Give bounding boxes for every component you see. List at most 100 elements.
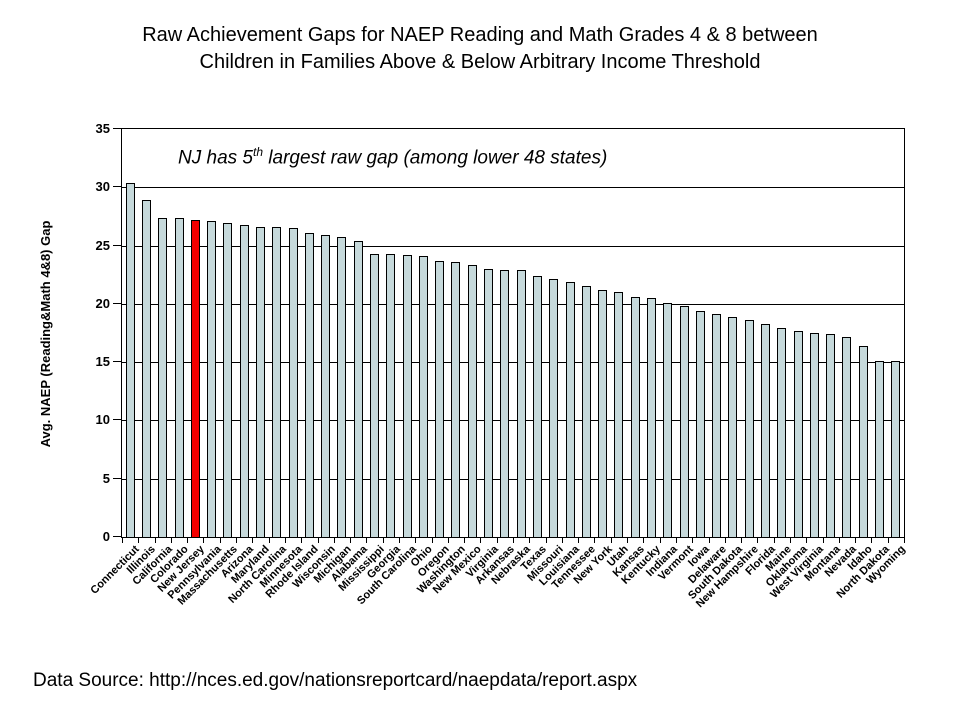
x-axis-tick [284, 538, 286, 543]
bar-new-mexico [467, 265, 477, 537]
x-axis-tick [887, 538, 889, 543]
x-axis-tick [529, 538, 531, 543]
x-axis-tick [252, 538, 254, 543]
x-axis-tick [398, 538, 400, 543]
bar-mississippi [370, 253, 380, 537]
x-axis-tick [447, 538, 449, 543]
y-axis-tick-label-10: 10 [95, 412, 110, 428]
x-axis-tick [610, 538, 612, 543]
x-axis-tick [578, 538, 580, 543]
x-axis-tick [382, 538, 384, 543]
bar-new-jersey [190, 219, 200, 537]
chart-title: Raw Achievement Gaps for NAEP Reading an… [0, 22, 960, 76]
bar-indiana [663, 302, 673, 537]
y-axis-tick-label-5: 5 [102, 470, 110, 486]
x-axis-tick [627, 538, 629, 543]
bar-kansas [630, 296, 640, 537]
x-axis-tick [138, 538, 140, 543]
bar-connecticut [125, 182, 135, 537]
bar-illinois [141, 200, 151, 537]
x-axis-tick [154, 538, 156, 543]
x-axis-tick [594, 538, 596, 543]
bar-louisiana [565, 281, 575, 537]
bar-south-dakota [728, 316, 738, 537]
y-axis-tick-label-0: 0 [102, 529, 110, 544]
bar-oregon [435, 260, 445, 537]
bar-nevada [842, 336, 852, 537]
bar-maryland [255, 226, 265, 537]
y-axis-tick-label-35: 35 [95, 121, 110, 136]
x-axis-tick [317, 538, 319, 543]
chart-title-line1: Raw Achievement Gaps for NAEP Reading an… [142, 24, 818, 46]
bar-texas [532, 275, 542, 537]
y-axis-tick [113, 302, 121, 304]
y-axis-tick [113, 536, 121, 537]
bar-vermont [679, 306, 689, 537]
y-axis-tick [113, 186, 121, 188]
y-axis-tick-label-25: 25 [95, 237, 110, 253]
gridline-10 [122, 420, 904, 422]
gridline-30 [122, 187, 904, 189]
bar-nebraska [516, 270, 526, 537]
bar-utah [614, 292, 624, 537]
bar-delaware [712, 314, 722, 537]
x-axis-tick [268, 538, 270, 543]
y-axis-tick [113, 477, 121, 479]
bar-massachusetts [223, 223, 233, 537]
y-axis-tick-label-30: 30 [95, 179, 110, 195]
bar-wyoming [891, 360, 901, 537]
x-axis-tick [513, 538, 514, 543]
bar-colorado [174, 217, 184, 537]
x-axis-tick [219, 538, 221, 543]
x-axis-tick [741, 538, 743, 543]
x-axis-tick [692, 538, 694, 543]
bar-missouri [549, 279, 559, 537]
nj-annotation-suffix: largest raw gap (among lower 48 states) [263, 147, 608, 169]
y-axis-tick [113, 419, 121, 421]
bar-arizona [239, 224, 249, 537]
bar-north-carolina [272, 226, 282, 537]
gridline-25 [122, 245, 904, 247]
x-axis-tick [122, 538, 123, 543]
nj-annotation-superscript: th [252, 145, 263, 159]
bar-rhode-island [304, 232, 314, 537]
y-axis-title: Avg. NAEP (Reading&Math 4&8) Gap [38, 220, 53, 448]
nj-annotation: NJ has 5th largest raw gap (among lower … [178, 145, 607, 169]
x-axis-tick [643, 538, 645, 543]
x-axis-tick [431, 538, 433, 543]
bar-new-hampshire [744, 320, 754, 537]
bar-ohio [418, 256, 428, 537]
bar-west-virginia [809, 333, 819, 537]
bar-california [158, 217, 168, 537]
x-axis-tick [773, 538, 775, 543]
bar-wisconsin [321, 235, 331, 537]
y-axis-tick [113, 361, 121, 363]
bar-arkansas [500, 270, 510, 537]
x-axis-tick [822, 538, 824, 543]
x-axis-tick [350, 538, 352, 543]
y-axis-tick [113, 128, 121, 129]
x-axis-tick [789, 538, 791, 543]
x-axis-tick [415, 538, 417, 543]
bar-south-carolina [402, 254, 412, 537]
data-source-text: Data Source: http://nces.ed.gov/nationsr… [33, 670, 638, 691]
bar-pennsylvania [207, 221, 217, 537]
bar-alabama [353, 240, 363, 537]
x-axis-tick [855, 538, 857, 543]
x-axis-tick [236, 538, 238, 543]
bar-new-york [598, 289, 608, 537]
x-axis-tick [724, 538, 726, 543]
x-axis-tick [203, 538, 205, 543]
x-axis-tick [904, 538, 905, 543]
chart-title-line2: Children in Families Above & Below Arbit… [199, 51, 761, 73]
x-axis-tick [480, 538, 482, 543]
bar-montana [826, 334, 836, 537]
x-axis-tick [366, 538, 368, 543]
bar-washington [451, 261, 461, 537]
bar-maine [777, 328, 787, 537]
nj-annotation-prefix: NJ has 5 [178, 147, 253, 169]
bar-idaho [858, 345, 868, 537]
bar-florida [761, 323, 771, 537]
x-axis-tick [301, 538, 303, 543]
